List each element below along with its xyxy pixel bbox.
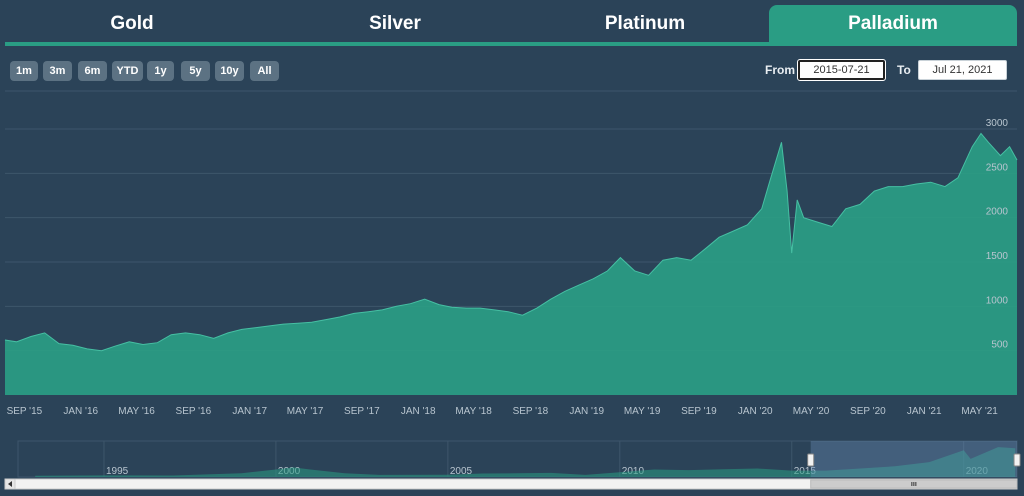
x-tick-label: JAN '17: [232, 406, 267, 417]
x-tick-label: MAY '16: [118, 406, 155, 417]
x-tick-label: MAY '17: [287, 406, 324, 417]
tab-gold[interactable]: Gold: [110, 13, 154, 34]
x-tick-label: SEP '19: [681, 406, 717, 417]
range-button-3m[interactable]: 3m: [43, 61, 72, 81]
y-tick-label: 3000: [986, 118, 1009, 129]
navigator-tick-label: 2005: [450, 466, 473, 477]
to-date-input[interactable]: [918, 60, 1007, 80]
tab-palladium[interactable]: Palladium: [769, 5, 1017, 43]
x-tick-label: MAY '19: [624, 406, 661, 417]
tab-silver[interactable]: Silver: [369, 13, 421, 34]
price-line: [4, 132, 1018, 352]
price-area: [5, 133, 1017, 395]
scroll-left-arrow-icon: [8, 481, 12, 487]
navigator-area: [35, 447, 1016, 477]
x-tick-label: SEP '15: [7, 406, 43, 417]
x-tick-label: JAN '19: [569, 406, 604, 417]
y-axis-ticks: 500 1000 1500 2000 2500 3000: [986, 118, 1009, 351]
x-tick-label: SEP '16: [176, 406, 212, 417]
navigator-right-handle[interactable]: [1013, 453, 1021, 467]
navigator-selected-range[interactable]: [810, 441, 1018, 477]
y-tick-label: 500: [991, 340, 1008, 351]
y-tick-label: 1000: [986, 295, 1009, 306]
x-tick-label: JAN '21: [907, 406, 942, 417]
range-button-10y[interactable]: 10y: [215, 61, 244, 81]
range-button-6m[interactable]: 6m: [78, 61, 107, 81]
range-button-ytd[interactable]: YTD: [112, 61, 143, 81]
range-button-5y[interactable]: 5y: [181, 61, 210, 81]
x-tick-label: SEP '17: [344, 406, 380, 417]
y-tick-label: 2000: [986, 207, 1009, 218]
from-date-input[interactable]: [797, 59, 886, 81]
range-button-1y[interactable]: 1y: [147, 61, 174, 81]
x-tick-label: MAY '21: [961, 406, 998, 417]
range-button-all[interactable]: All: [250, 61, 279, 81]
x-tick-label: JAN '20: [738, 406, 773, 417]
navigator-tick-label: 1995: [106, 466, 129, 477]
metal-tabs: Gold Silver Platinum Palladium: [0, 0, 1024, 46]
navigator: 199520002005201020152020: [4, 440, 1021, 490]
range-button-1m[interactable]: 1m: [10, 61, 38, 81]
tab-underline: [5, 42, 1017, 46]
to-label: To: [897, 63, 911, 77]
price-area-series: [4, 132, 1018, 395]
x-tick-label: SEP '18: [513, 406, 549, 417]
x-tick-label: JAN '18: [401, 406, 436, 417]
x-tick-label: JAN '16: [63, 406, 98, 417]
x-axis-ticks: SEP '15 JAN '16 MAY '16 SEP '16 JAN '17 MAY '…: [7, 406, 999, 417]
tab-platinum[interactable]: Platinum: [604, 13, 686, 34]
x-tick-label: SEP '20: [850, 406, 886, 417]
from-label: From: [765, 63, 795, 77]
x-tick-label: MAY '18: [455, 406, 492, 417]
price-chart: SEP '15 JAN '16 MAY '16 SEP '16 JAN '17 MAY '…: [4, 90, 1021, 490]
y-tick-label: 2500: [986, 162, 1009, 173]
x-tick-label: MAY '20: [793, 406, 830, 417]
navigator-left-handle[interactable]: [807, 453, 815, 467]
y-tick-label: 1500: [986, 251, 1009, 262]
